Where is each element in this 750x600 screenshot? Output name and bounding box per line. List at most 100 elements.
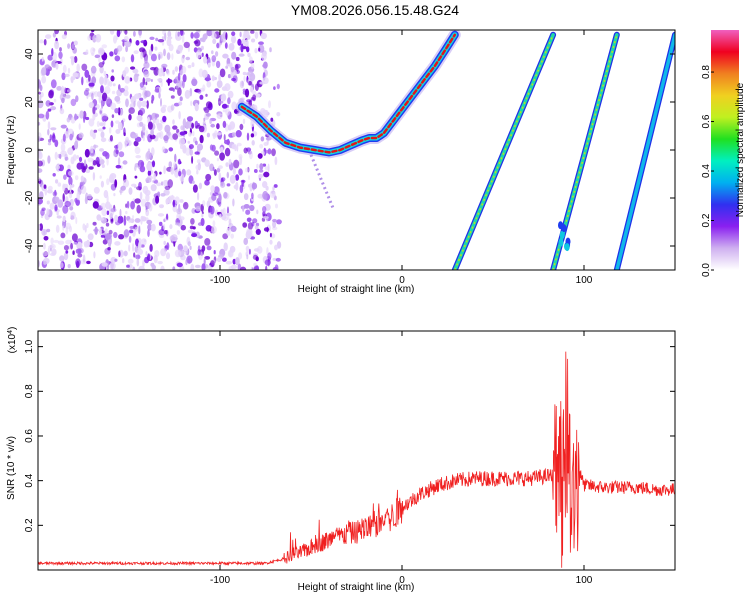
noise-speckle <box>70 98 77 107</box>
noise-speckle <box>134 226 139 232</box>
noise-region <box>38 30 282 270</box>
noise-speckle <box>74 113 78 121</box>
noise-speckle <box>220 181 226 188</box>
noise-speckle <box>262 190 269 200</box>
noise-speckle <box>128 187 133 195</box>
noise-speckle <box>147 223 153 231</box>
snr-series-line <box>38 351 675 568</box>
noise-speckle <box>259 144 264 149</box>
noise-speckle <box>123 35 129 42</box>
noise-speckle <box>71 57 75 65</box>
noise-speckle <box>47 155 51 164</box>
noise-speckle <box>139 191 143 200</box>
noise-speckle <box>91 76 97 85</box>
noise-speckle <box>237 38 242 46</box>
noise-speckle <box>269 47 272 53</box>
noise-speckle <box>195 206 202 212</box>
noise-speckle <box>262 109 268 116</box>
noise-speckle <box>177 72 181 81</box>
noise-speckle <box>160 181 164 186</box>
noise-speckle <box>209 205 215 215</box>
noise-speckle <box>106 178 110 186</box>
noise-speckle <box>194 103 199 112</box>
noise-speckle <box>242 205 245 212</box>
noise-speckle <box>87 35 92 41</box>
noise-speckle <box>107 247 111 251</box>
noise-speckle <box>274 244 278 251</box>
noise-speckle <box>159 171 162 175</box>
noise-speckle <box>164 124 171 133</box>
noise-speckle <box>114 241 121 246</box>
noise-speckle <box>178 158 181 165</box>
noise-speckle <box>75 258 81 267</box>
noise-speckle <box>195 164 201 171</box>
noise-speckle <box>248 56 253 63</box>
noise-speckle <box>114 214 119 223</box>
noise-speckle <box>163 48 166 57</box>
noise-speckle <box>113 231 118 239</box>
noise-speckle <box>257 153 263 159</box>
noise-speckle <box>166 38 172 47</box>
noise-speckle <box>122 160 128 165</box>
noise-speckle <box>172 199 176 208</box>
noise-speckle <box>158 229 165 236</box>
noise-speckle <box>96 120 100 128</box>
noise-speckle <box>62 183 66 192</box>
noise-speckle <box>113 193 116 197</box>
noise-speckle <box>230 233 234 239</box>
noise-speckle <box>81 63 88 71</box>
noise-speckle <box>67 147 74 155</box>
noise-speckle <box>180 125 185 131</box>
spectrogram-x-label: Height of straight line (km) <box>298 284 415 295</box>
noise-speckle <box>164 32 167 41</box>
noise-speckle <box>256 163 259 169</box>
noise-speckle <box>100 85 104 94</box>
noise-speckle <box>99 110 103 114</box>
noise-speckle <box>65 94 71 99</box>
noise-speckle <box>88 74 91 83</box>
noise-speckle <box>93 129 98 133</box>
noise-speckle <box>211 144 216 152</box>
noise-speckle <box>138 30 142 36</box>
noise-speckle <box>154 250 160 258</box>
noise-speckle <box>149 134 156 140</box>
noise-speckle <box>62 205 69 214</box>
noise-speckle <box>43 236 49 241</box>
noise-speckle <box>197 89 202 94</box>
noise-speckle <box>110 208 117 213</box>
noise-speckle <box>254 31 259 39</box>
noise-speckle <box>150 53 157 62</box>
noise-speckle <box>93 91 99 97</box>
noise-speckle <box>158 92 161 99</box>
noise-speckle <box>248 248 251 255</box>
colorbar-tick-label: 0.2 <box>701 213 712 227</box>
noise-speckle <box>177 44 184 52</box>
noise-speckle <box>193 40 199 44</box>
noise-speckle <box>70 242 73 250</box>
noise-speckle <box>223 191 228 199</box>
noise-speckle <box>55 224 60 233</box>
snr-y-scale: (x104) <box>7 327 18 354</box>
noise-speckle <box>261 52 267 61</box>
noise-speckle <box>129 225 135 230</box>
noise-speckle <box>146 100 149 109</box>
noise-speckle <box>60 232 66 239</box>
noise-speckle <box>124 30 128 35</box>
noise-speckle <box>214 88 220 93</box>
noise-speckle <box>176 262 183 268</box>
noise-speckle <box>196 159 201 164</box>
noise-speckle <box>50 127 57 131</box>
noise-speckle <box>75 248 82 254</box>
noise-speckle <box>87 193 92 200</box>
noise-speckle <box>84 69 90 78</box>
noise-speckle <box>190 218 195 225</box>
noise-speckle <box>62 193 65 202</box>
noise-speckle <box>99 122 104 127</box>
noise-speckle <box>149 36 155 40</box>
noise-speckle <box>182 201 189 210</box>
noise-speckle <box>114 47 119 54</box>
noise-speckle <box>157 68 164 77</box>
noise-speckle <box>228 158 232 165</box>
noise-speckle <box>250 30 255 34</box>
